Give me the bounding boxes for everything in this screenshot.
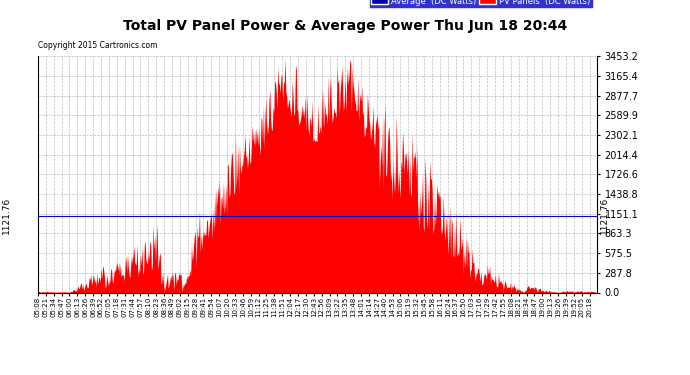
Text: 1121.76: 1121.76 bbox=[2, 197, 12, 234]
Legend: Average  (DC Watts), PV Panels  (DC Watts): Average (DC Watts), PV Panels (DC Watts) bbox=[368, 0, 593, 8]
Text: Copyright 2015 Cartronics.com: Copyright 2015 Cartronics.com bbox=[38, 40, 157, 50]
Text: 1121.76: 1121.76 bbox=[600, 197, 609, 234]
Text: Total PV Panel Power & Average Power Thu Jun 18 20:44: Total PV Panel Power & Average Power Thu… bbox=[123, 19, 567, 33]
